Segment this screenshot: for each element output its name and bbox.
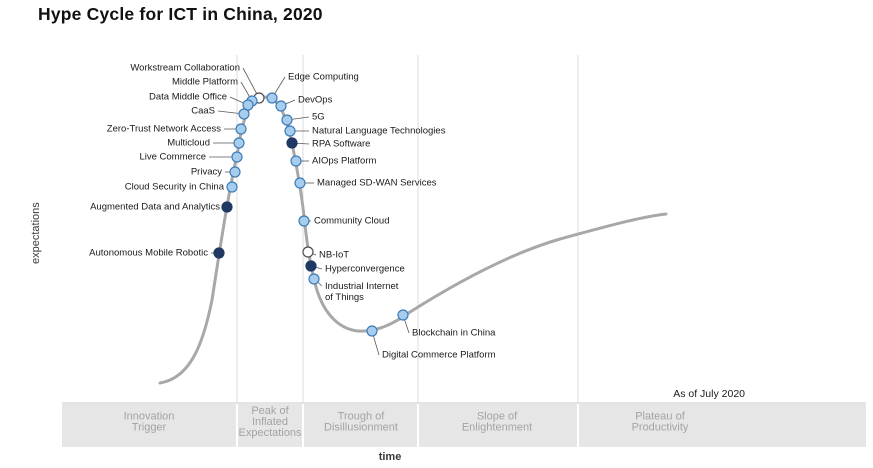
- data-point-label: Live Commerce: [139, 152, 206, 163]
- data-point-label: RPA Software: [312, 139, 370, 150]
- data-point-label: Data Middle Office: [149, 92, 227, 103]
- data-point-dot: [226, 181, 238, 193]
- data-point-dot: [266, 92, 278, 104]
- data-point-dot: [281, 114, 293, 126]
- data-point-dot: [238, 108, 250, 120]
- phase-band: [62, 404, 866, 447]
- data-point-label: Cloud Security in China: [125, 182, 225, 193]
- data-point-label: Workstream Collaboration: [130, 63, 240, 74]
- data-point-label: Middle Platform: [172, 77, 238, 88]
- data-point-dot: [221, 201, 233, 213]
- data-point-label: Hyperconvergence: [325, 264, 405, 275]
- data-point-label: DevOps: [298, 95, 333, 106]
- phase-label: Slope of Enlightenment: [462, 411, 532, 434]
- data-point-label: Autonomous Mobile Robotic: [89, 248, 208, 259]
- phase-label: Innovation Trigger: [124, 411, 175, 434]
- data-point-label: Zero-Trust Network Access: [107, 124, 221, 135]
- data-point-dot: [308, 273, 320, 285]
- data-point-dot: [213, 247, 225, 259]
- phase-label: Trough of Disillusionment: [324, 411, 398, 434]
- data-point-dot: [231, 151, 243, 163]
- data-point-label: AIOps Platform: [312, 156, 376, 167]
- chart-title: Hype Cycle for ICT in China, 2020: [38, 4, 323, 24]
- data-point-label: Community Cloud: [314, 216, 390, 227]
- data-point-dot: [305, 260, 317, 272]
- data-point-dot: [290, 155, 302, 167]
- data-point-dot: [298, 215, 310, 227]
- data-point-label: Managed SD-WAN Services: [317, 178, 437, 189]
- data-point-label: Augmented Data and Analytics: [90, 202, 220, 213]
- data-point-dot: [302, 246, 314, 258]
- data-point-dot: [294, 177, 306, 189]
- data-point-dot: [286, 137, 298, 149]
- data-point-label: Natural Language Technologies: [312, 126, 446, 137]
- data-point-label: Privacy: [191, 167, 222, 178]
- leader-line: [242, 67, 260, 99]
- data-point-dot: [233, 137, 245, 149]
- data-point-dot: [229, 166, 241, 178]
- data-point-dot: [397, 309, 409, 321]
- data-point-dot: [284, 125, 296, 137]
- data-point-label: NB-IoT: [319, 250, 349, 261]
- data-point-dot: [275, 100, 287, 112]
- data-point-label: 5G: [312, 112, 325, 123]
- data-point-label: CaaS: [191, 106, 215, 117]
- data-point-dot: [366, 325, 378, 337]
- data-point-label: Digital Commerce Platform: [382, 350, 496, 361]
- data-point-label: Industrial Internet of Things: [325, 281, 399, 303]
- data-point-label: Multicloud: [167, 138, 210, 149]
- data-point-dot: [235, 123, 247, 135]
- phase-label: Peak of Inflated Expectations: [239, 405, 302, 439]
- x-axis-label: time: [378, 451, 402, 463]
- data-point-dot: [242, 99, 254, 111]
- data-point-label: Edge Computing: [288, 72, 359, 83]
- data-point-label: Blockchain in China: [412, 328, 496, 339]
- phase-label: Plateau of Productivity: [632, 411, 689, 434]
- as-of-date: As of July 2020: [673, 388, 745, 400]
